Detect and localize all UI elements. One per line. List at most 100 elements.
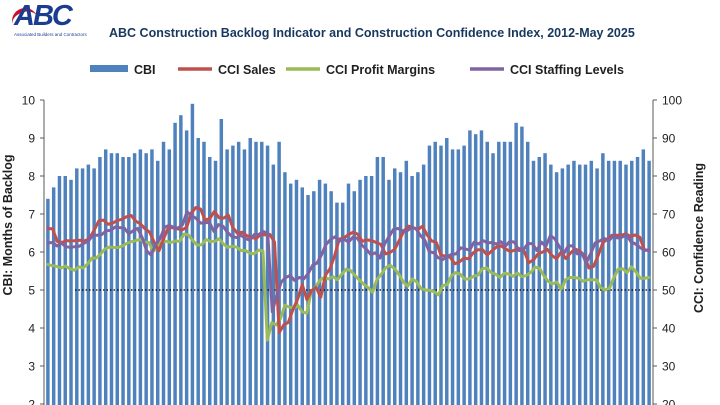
cbi-bar (138, 149, 143, 405)
right-axis-ticks: 20 30 40 50 60 70 80 90 100 (653, 94, 682, 405)
cbi-bar (421, 164, 426, 405)
cci-lines (46, 206, 651, 342)
left-axis-ticks: 2 3 4 5 6 7 8 9 10 (22, 94, 44, 405)
cbi-bar (288, 183, 293, 405)
right-tick-label: 50 (662, 284, 676, 298)
cbi-bar (439, 145, 443, 405)
legend-label-profit: CCI Profit Margins (326, 63, 435, 77)
cbi-bar (202, 141, 206, 405)
cbi-bar (132, 153, 137, 405)
cbi-bar (497, 141, 501, 405)
cbi-bar (242, 149, 247, 405)
cbi-bar (121, 157, 125, 405)
left-tick-label: 9 (28, 132, 35, 146)
cbi-bar (86, 164, 91, 405)
cbi-bar (254, 141, 258, 405)
cbi-bar (155, 160, 160, 405)
cbi-bar (630, 160, 634, 405)
cbi-bar (595, 168, 599, 405)
cbi-bar (283, 172, 287, 405)
cbi-bar (531, 160, 536, 405)
right-tick-label: 70 (662, 208, 676, 222)
cbi-bar (520, 126, 524, 405)
cbi-bar (179, 115, 183, 405)
right-tick-label: 100 (662, 94, 682, 108)
cbi-bar (583, 164, 588, 405)
cbi-bar (300, 187, 304, 405)
cbi-bar (572, 160, 576, 405)
cbi-bar (381, 157, 385, 405)
cbi-bar (51, 187, 56, 405)
cbi-bar (219, 119, 224, 405)
cbi-bar (416, 172, 420, 405)
cci-staffing-levels-line (46, 210, 651, 314)
right-tick-label: 90 (662, 132, 676, 146)
cbi-bar (294, 179, 299, 405)
left-tick-label: 4 (28, 322, 35, 336)
cbi-bar (485, 141, 489, 405)
cbi-bar (393, 168, 397, 405)
cbi-bar (312, 191, 316, 405)
cbi-bar (144, 153, 148, 405)
cbi-bar (340, 202, 345, 405)
cbi-bar (647, 160, 651, 405)
cbi-bar (456, 149, 461, 405)
cbi-bar (196, 138, 200, 405)
cbi-bar (184, 130, 189, 405)
cbi-bar (109, 153, 114, 405)
cbi-bar (554, 172, 559, 405)
cbi-bar (167, 149, 172, 405)
cbi-bar (248, 138, 252, 405)
right-tick-label: 60 (662, 246, 676, 260)
cbi-bar (491, 153, 495, 405)
left-tick-label: 6 (28, 246, 35, 260)
cbi-bar (566, 164, 570, 405)
legend-label-staffing: CCI Staffing Levels (510, 63, 624, 77)
cbi-bar (450, 149, 455, 405)
right-axis-title: CCI: Confidence Reading (692, 163, 706, 313)
left-tick-label: 8 (28, 170, 35, 184)
logo-tagline: Associated Builders and Contractors (14, 32, 87, 37)
cbi-bar (260, 141, 264, 405)
cbi-bar (352, 191, 357, 405)
cbi-bar (323, 183, 328, 405)
left-tick-label: 2 (28, 398, 35, 405)
cbi-bar (190, 103, 195, 405)
cbi-bar (612, 160, 617, 405)
chart-legend: CBI CCI Sales CCI Profit Margins CCI Sta… (90, 63, 624, 77)
cbi-bar (624, 164, 628, 405)
cbi-bar (173, 122, 177, 405)
legend-swatch-cbi (90, 65, 128, 72)
cbi-bar (537, 157, 542, 405)
cbi-bar (346, 183, 351, 405)
cbi-bar (236, 141, 241, 405)
cbi-bar (358, 179, 362, 405)
cbi-bar (92, 168, 96, 405)
left-axis-title: CBI: Months of Backlog (1, 155, 15, 296)
cbi-bar (329, 191, 333, 405)
cbi-bar (63, 176, 67, 405)
cbi-bar (635, 157, 640, 405)
cbi-bar (433, 141, 437, 405)
cbi-bar (80, 168, 85, 405)
logo-wordmark: ABC (14, 0, 73, 32)
cbi-bar (601, 153, 605, 405)
left-tick-label: 3 (28, 360, 35, 374)
cbi-bar (265, 145, 270, 405)
cbi-bar (208, 157, 212, 405)
cbi-bar (606, 160, 611, 405)
cbi-bar (231, 145, 235, 405)
cbi-bar (75, 168, 79, 405)
cbi-bar (98, 157, 102, 405)
legend-label-cbi: CBI (134, 63, 156, 77)
cbi-bar (445, 138, 449, 405)
left-tick-label: 5 (28, 284, 35, 298)
cbi-bar (468, 130, 472, 405)
cbi-bar (150, 149, 154, 405)
cbi-bar (57, 176, 62, 405)
left-tick-label: 10 (22, 94, 36, 108)
cbi-bar (46, 198, 50, 405)
cbi-bar (473, 134, 478, 405)
chart-title: ABC Construction Backlog Indicator and C… (109, 26, 635, 40)
